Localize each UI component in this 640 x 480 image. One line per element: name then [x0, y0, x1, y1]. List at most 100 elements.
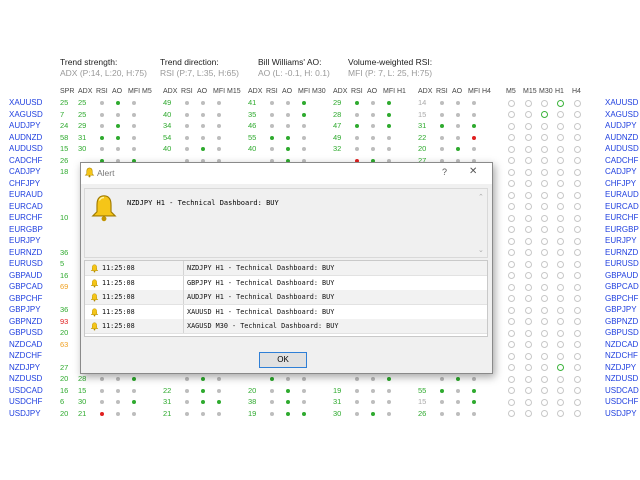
adx-value: 31: [78, 132, 87, 142]
status-face-icon: [525, 168, 532, 176]
signal-dot: [456, 124, 460, 128]
symbol-label[interactable]: GBPJPY: [605, 305, 637, 314]
bell-icon: [84, 167, 95, 178]
symbol-label[interactable]: NZDCHF: [9, 351, 42, 360]
symbol-label[interactable]: USDCAD: [9, 385, 43, 395]
symbol-label[interactable]: GBPCAD: [605, 282, 639, 291]
adx-value: 22: [163, 385, 172, 395]
alert-history-row[interactable]: 11:25:08 NZDJPY H1 - Technical Dashboard:…: [85, 261, 487, 276]
symbol-label[interactable]: NZDJPY: [605, 362, 637, 372]
symbol-label[interactable]: GBPAUD: [605, 270, 639, 280]
symbol-label[interactable]: XAUUSD: [605, 98, 639, 107]
column-header-timeframe: H4: [572, 88, 581, 95]
symbol-label[interactable]: CADJPY: [9, 167, 41, 176]
symbol-label[interactable]: USDJPY: [605, 408, 637, 418]
scroll-down-icon[interactable]: ⌄: [478, 247, 484, 254]
signal-dot: [116, 400, 120, 404]
symbol-label[interactable]: EURGBP: [605, 224, 639, 234]
symbol-label[interactable]: EURAUD: [605, 190, 639, 199]
symbol-label[interactable]: GBPUSD: [9, 328, 43, 337]
symbol-label[interactable]: XAGUSD: [9, 109, 43, 119]
signal-dot: [387, 124, 391, 128]
symbol-label[interactable]: AUDUSD: [605, 144, 639, 153]
symbol-label[interactable]: CHFJPY: [9, 178, 41, 188]
symbol-label[interactable]: NZDJPY: [9, 362, 41, 372]
spread-value: 69: [60, 282, 69, 291]
adx-value: 28: [78, 374, 87, 383]
symbol-label[interactable]: GBPCHF: [9, 293, 43, 303]
status-face-icon: [557, 410, 564, 417]
ok-button[interactable]: OK: [259, 352, 307, 368]
alert-history-row[interactable]: 11:25:08 XAUUSD H1 - Technical Dashboard:…: [85, 304, 487, 320]
status-face-icon: [574, 203, 581, 210]
signal-dot: [217, 147, 221, 151]
symbol-label[interactable]: GBPNZD: [9, 316, 43, 326]
symbol-label[interactable]: EURCAD: [605, 201, 639, 211]
signal-dot: [100, 158, 104, 163]
spread-value: 18: [60, 167, 69, 176]
symbol-label[interactable]: EURGBP: [9, 224, 43, 234]
signal-dot: [387, 400, 391, 404]
symbol-label[interactable]: USDCAD: [605, 385, 639, 395]
symbol-label[interactable]: USDCHF: [9, 397, 43, 406]
symbol-label[interactable]: CHFJPY: [605, 178, 637, 188]
symbol-label[interactable]: AUDNZD: [9, 132, 43, 142]
signal-dot: [270, 135, 274, 140]
symbol-label[interactable]: EURCAD: [9, 201, 43, 211]
alert-history-row[interactable]: 11:25:08 AUDJPY H1 - Technical Dashboard:…: [85, 290, 487, 306]
adx-value: 31: [418, 121, 427, 130]
symbol-label[interactable]: GBPJPY: [9, 305, 41, 314]
help-button[interactable]: ?: [442, 167, 448, 177]
symbol-label[interactable]: CADCHF: [605, 155, 639, 165]
dialog-titlebar[interactable]: Alert ? ✕: [81, 163, 492, 184]
signal-dot: [371, 411, 375, 416]
symbol-label[interactable]: EURAUD: [9, 190, 43, 199]
symbol-label[interactable]: NZDUSD: [9, 374, 43, 383]
symbol-label[interactable]: CADJPY: [605, 167, 637, 176]
signal-dot: [371, 158, 375, 163]
symbol-label[interactable]: GBPNZD: [605, 316, 639, 326]
symbol-label[interactable]: GBPCHF: [605, 293, 639, 303]
symbol-label[interactable]: GBPCAD: [9, 282, 43, 291]
scroll-up-icon[interactable]: ⌃: [478, 194, 484, 201]
symbol-label[interactable]: AUDUSD: [9, 144, 43, 153]
symbol-label[interactable]: NZDCAD: [605, 339, 639, 349]
status-face-icon: [508, 111, 515, 118]
signal-dot: [270, 147, 274, 151]
symbol-label[interactable]: EURCHF: [605, 213, 639, 222]
symbol-label[interactable]: NZDCHF: [605, 351, 638, 360]
signal-dot: [116, 147, 120, 151]
symbol-label[interactable]: USDCHF: [605, 397, 639, 406]
symbol-label[interactable]: AUDJPY: [9, 121, 41, 130]
symbol-label[interactable]: GBPAUD: [9, 270, 43, 280]
symbol-label[interactable]: EURCHF: [9, 213, 43, 222]
alert-history-row[interactable]: 11:25:08 GBPJPY H1 - Technical Dashboard:…: [85, 275, 487, 291]
symbol-label[interactable]: EURNZD: [9, 247, 43, 257]
status-face-icon: [525, 410, 532, 417]
symbol-label[interactable]: XAUUSD: [9, 98, 43, 107]
symbol-label[interactable]: EURUSD: [605, 259, 639, 268]
symbol-label[interactable]: EURNZD: [605, 247, 639, 257]
symbol-label[interactable]: EURJPY: [9, 236, 41, 245]
symbol-label[interactable]: XAGUSD: [605, 109, 639, 119]
symbol-label[interactable]: GBPUSD: [605, 328, 639, 337]
symbol-label[interactable]: CADCHF: [9, 155, 43, 165]
symbol-label[interactable]: USDJPY: [9, 408, 41, 418]
symbol-label[interactable]: AUDJPY: [605, 121, 637, 130]
message-scrollbar[interactable]: ⌃ ⌄: [477, 190, 486, 256]
adx-value: 41: [248, 98, 257, 107]
symbol-label[interactable]: EURJPY: [605, 236, 637, 245]
status-face-icon: [557, 272, 564, 279]
close-button[interactable]: ✕: [469, 166, 478, 177]
symbol-label[interactable]: NZDCAD: [9, 339, 43, 349]
column-header: MFI M15: [213, 88, 241, 95]
symbol-label[interactable]: EURUSD: [9, 259, 43, 268]
column-header: RSI: [266, 88, 278, 95]
symbol-label[interactable]: AUDNZD: [605, 132, 639, 142]
status-face-icon: [557, 237, 564, 245]
symbol-label[interactable]: NZDUSD: [605, 374, 639, 383]
column-header-timeframe: H1: [555, 88, 564, 95]
signal-dot: [371, 124, 375, 128]
alert-history-row[interactable]: 11:25:08 XAGUSD M30 - Technical Dashboard…: [85, 319, 487, 335]
signal-dot: [440, 124, 444, 128]
